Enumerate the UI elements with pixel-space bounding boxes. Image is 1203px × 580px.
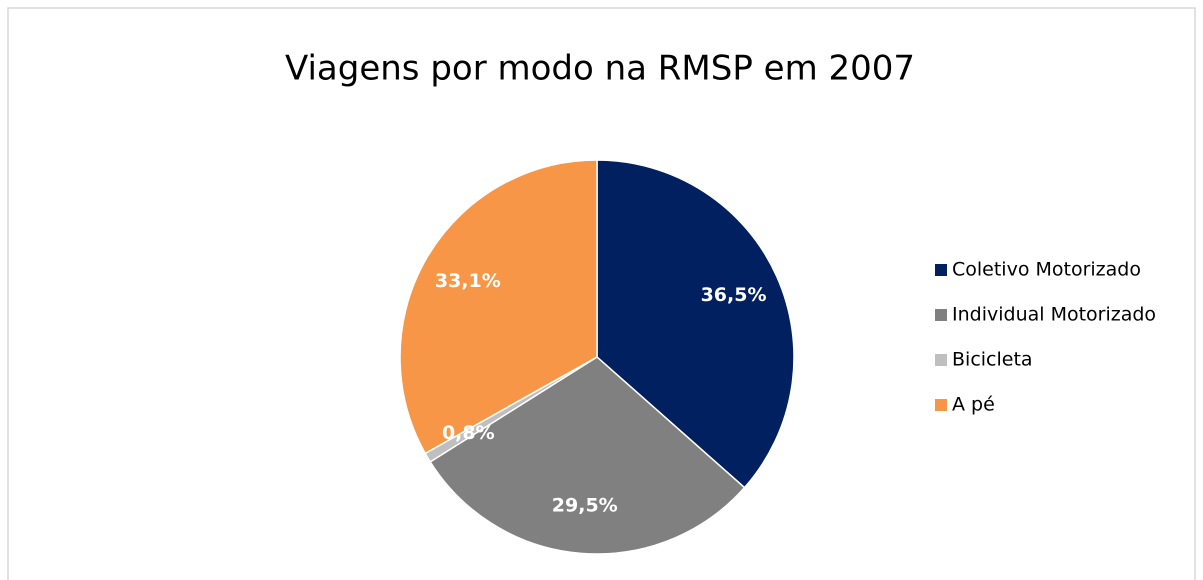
legend-swatch [935,309,947,321]
pie-slice [399,159,598,455]
data-label: 36,5% [701,284,767,306]
pie-slice [596,159,795,489]
data-label: 29,5% [552,495,618,517]
chart-title: Viagens por modo na RMSP em 2007 [285,49,915,89]
legend-label: Coletivo Motorizado [952,259,1141,281]
data-label: 0,8% [442,422,495,444]
data-label: 33,1% [435,270,501,292]
pie-slice [429,356,746,555]
legend-swatch [935,399,947,411]
legend-swatch [935,354,947,366]
legend-label: A pé [952,394,995,416]
legend-swatch [935,264,947,276]
legend-label: Individual Motorizado [952,304,1156,326]
legend-label: Bicicleta [952,349,1033,371]
